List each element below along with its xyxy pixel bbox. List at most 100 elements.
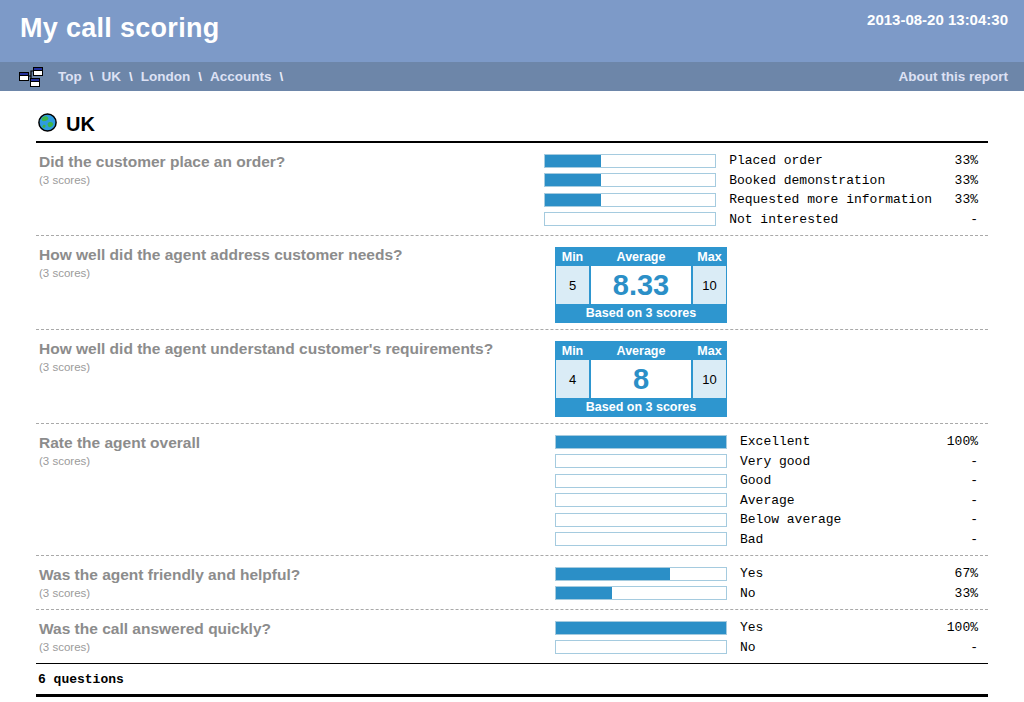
stat-average-value: 8.33 [591,266,691,304]
stat-average-label: Average [589,344,693,358]
breadcrumb: Top \ UK \ London \ Accounts \ [58,69,291,84]
breadcrumb-link-accounts[interactable]: Accounts [210,69,272,84]
breadcrumb-separator: \ [129,69,133,84]
min-avg-max-box: MinAverageMax58.3310Based on 3 scores [555,247,727,323]
sitemap-icon [18,66,44,87]
stat-max-label: Max [693,344,726,358]
stat-max-value: 10 [693,266,726,304]
answer-label: Bad [740,532,932,547]
question-section: Was the agent friendly and helpful?(3 sc… [36,556,988,610]
answer-value: 33% [932,586,978,601]
answer-row: Excellent100% [555,432,978,452]
question-section: Rate the agent overall(3 scores)Excellen… [36,424,988,556]
answer-row: No- [555,638,978,658]
stat-values: 4810 [556,360,726,398]
question-scores-note: (3 scores) [39,587,555,599]
answer-value: 100% [932,620,978,635]
breadcrumb-link-top[interactable]: Top [58,69,82,84]
answer-value: - [932,532,978,547]
breadcrumb-link-uk[interactable]: UK [102,69,122,84]
question-title: Was the call answered quickly? [39,620,555,638]
answer-bar-fill [545,194,601,206]
question-info: Did the customer place an order?(3 score… [36,151,544,229]
answer-value: 33% [932,192,978,207]
answer-value: - [932,493,978,508]
stat-based-on: Based on 3 scores [556,304,726,322]
answer-bar [555,435,727,449]
stat-header: MinAverageMax [556,342,726,360]
answer-bar [544,173,716,187]
stat-header: MinAverageMax [556,248,726,266]
answer-row: Below average- [555,510,978,530]
question-section: How well did the agent address customer … [36,236,988,330]
stat-average-value: 8 [591,360,691,398]
answer-row: Yes100% [555,618,978,638]
stat-min-value: 4 [556,360,589,398]
answer-bar [555,532,727,546]
report-footer: 6 questions [36,663,988,697]
answer-bar [555,621,727,635]
report-page: My call scoring 2013-08-20 13:04:30 Top … [0,0,1024,697]
answer-row: Placed order33% [544,151,978,171]
about-this-report-link[interactable]: About this report [899,69,1009,84]
answer-value: - [932,454,978,469]
question-section: Did the customer place an order?(3 score… [36,143,988,236]
answer-bar [555,474,727,488]
answer-bar-fill [556,587,612,599]
question-results: Placed order33%Booked demonstration33%Re… [544,151,988,229]
report-content: UK Did the customer place an order?(3 sc… [0,113,1024,697]
answer-label: Requested more information [729,192,932,207]
answer-label: Placed order [729,153,932,168]
breadcrumb-link-london[interactable]: London [141,69,190,84]
answer-label: Yes [740,566,932,581]
answer-label: Average [740,493,932,508]
question-results: Yes100%No- [555,618,988,657]
answer-label: Very good [740,454,932,469]
page-title: My call scoring [20,13,220,44]
stat-min-label: Min [556,344,589,358]
question-results: Yes67%No33% [555,564,988,603]
question-info: How well did the agent address customer … [36,244,555,323]
globe-icon [38,113,57,136]
answer-label: Excellent [740,434,932,449]
stat-max-value: 10 [693,360,726,398]
question-title: Rate the agent overall [39,434,555,452]
question-scores-note: (3 scores) [39,361,555,373]
answer-row: Average- [555,491,978,511]
answer-label: Not interested [729,212,932,227]
answer-bar [544,212,716,226]
answer-row: No33% [555,584,978,604]
answer-bar [555,586,727,600]
answer-row: Not interested- [544,210,978,230]
answer-row: Booked demonstration33% [544,171,978,191]
answer-bar [555,513,727,527]
answer-label: Yes [740,620,932,635]
question-title: How well did the agent understand custom… [39,340,555,358]
answer-value: - [932,640,978,655]
question-info: Was the call answered quickly?(3 scores) [36,618,555,657]
question-title: How well did the agent address customer … [39,246,555,264]
section-title: UK [66,113,95,136]
answer-bar [555,493,727,507]
answer-row: Good- [555,471,978,491]
question-info: How well did the agent understand custom… [36,338,555,417]
stat-min-label: Min [556,250,589,264]
question-results: MinAverageMax4810Based on 3 scores [555,338,988,417]
answer-row: Very good- [555,452,978,472]
answer-bar [555,567,727,581]
answer-value: - [932,473,978,488]
answer-label: Good [740,473,932,488]
question-info: Rate the agent overall(3 scores) [36,432,555,549]
question-scores-note: (3 scores) [39,174,544,186]
answer-bar [544,154,716,168]
questions-list: Did the customer place an order?(3 score… [36,143,988,663]
answer-bar-fill [545,155,601,167]
question-section: How well did the agent understand custom… [36,330,988,424]
breadcrumb-bar: Top \ UK \ London \ Accounts \ About thi… [0,62,1024,91]
breadcrumb-separator: \ [280,69,284,84]
stat-values: 58.3310 [556,266,726,304]
answer-bar [555,640,727,654]
min-avg-max-box: MinAverageMax4810Based on 3 scores [555,341,727,417]
answer-row: Yes67% [555,564,978,584]
answer-bar-fill [556,436,726,448]
